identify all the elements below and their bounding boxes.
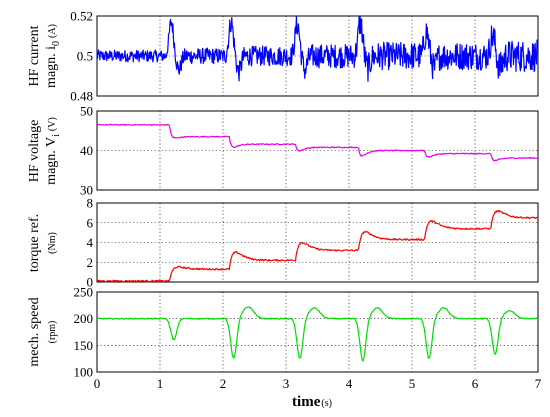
y-label-mech-speed-unit: (rpm) — [47, 321, 58, 344]
y-tick-labels-torque-ref: 8 6 4 2 0 — [87, 196, 94, 290]
x-tick-label-3: 3 — [283, 376, 290, 391]
x-tick-label-1: 1 — [157, 376, 164, 391]
grid-torque-ref — [97, 203, 538, 282]
series-line-mech-speed — [96, 306, 539, 362]
grid-hf-voltage — [97, 111, 538, 190]
x-axis-unit: (s) — [321, 398, 332, 409]
y-tick-label-hf-voltage-1: 40 — [80, 143, 93, 158]
x-axis-label: time(s) — [292, 394, 332, 410]
y-label-hf-voltage-unit: (V) — [47, 117, 58, 131]
x-tick-label-6: 6 — [472, 376, 479, 391]
y-tick-labels-mech-speed: 250 200 150 100 — [74, 285, 94, 380]
panel-torque-ref: 8 6 4 2 0 torque ref. (Nm) — [27, 196, 539, 290]
y-tick-label-hf-current-0: 0.52 — [70, 9, 93, 24]
series-line-hf-voltage — [96, 123, 539, 162]
plot-frame-mech-speed — [96, 291, 539, 373]
y-tick-label-torque-ref-1: 6 — [87, 215, 94, 230]
y-label-hf-current-line1: HF current — [27, 25, 42, 86]
y-label-mech-speed: mech. speed — [27, 297, 42, 366]
y-tick-label-hf-voltage-0: 50 — [80, 104, 93, 119]
y-tick-label-hf-voltage-2: 30 — [80, 183, 93, 198]
y-tick-label-mech-speed-1: 200 — [74, 311, 94, 326]
y-tick-label-torque-ref-2: 4 — [87, 235, 94, 250]
series-line-hf-current — [96, 15, 539, 82]
y-label-hf-voltage-line2: magn. Vi(V) — [44, 117, 62, 185]
x-tick-label-4: 4 — [346, 376, 353, 391]
grid-mech-speed — [97, 292, 538, 372]
y-tick-label-torque-ref-0: 8 — [87, 196, 94, 211]
y-tick-labels-hf-current: 0.52 0.5 0.48 — [70, 9, 93, 104]
y-tick-label-mech-speed-2: 150 — [74, 338, 94, 353]
panel-hf-current: 0.520.50.48 HF current magn. i0(A) — [27, 9, 539, 104]
x-tick-label-7: 7 — [535, 376, 542, 391]
y-label-hf-current-unit: (A) — [47, 24, 58, 38]
y-tick-labels-hf-voltage: 50 40 30 — [80, 104, 93, 198]
y-tick-label-mech-speed-3: 100 — [74, 365, 94, 380]
y-tick-label-hf-current-1: 0.5 — [77, 49, 93, 64]
y-label-hf-current-subscript: 0 — [51, 41, 62, 46]
x-tick-label-2: 2 — [220, 376, 227, 391]
y-tick-label-hf-current-2: 0.48 — [70, 89, 93, 104]
series-line-torque-ref — [96, 210, 539, 283]
panel-mech-speed: 250 200 150 100 mech. speed (rpm) — [27, 285, 539, 380]
y-tick-label-mech-speed-0: 250 — [74, 285, 94, 300]
y-tick-label-torque-ref-3: 2 — [87, 255, 94, 270]
y-tick-label-torque-ref-4: 0 — [87, 275, 94, 290]
y-label-hf-current-line2: magn. i0(A) — [44, 24, 62, 88]
x-tick-label-5: 5 — [409, 376, 416, 391]
y-label-torque-ref: torque ref. — [27, 214, 42, 272]
y-label-hf-voltage-line1: HF voltage — [27, 120, 42, 183]
x-tick-labels: 0 1 2 3 4 5 6 7 — [94, 376, 542, 391]
y-label-hf-voltage-subscript: i — [51, 134, 62, 137]
x-tick-label-0: 0 — [94, 376, 101, 391]
y-label-torque-ref-unit: (Nm) — [47, 232, 58, 254]
